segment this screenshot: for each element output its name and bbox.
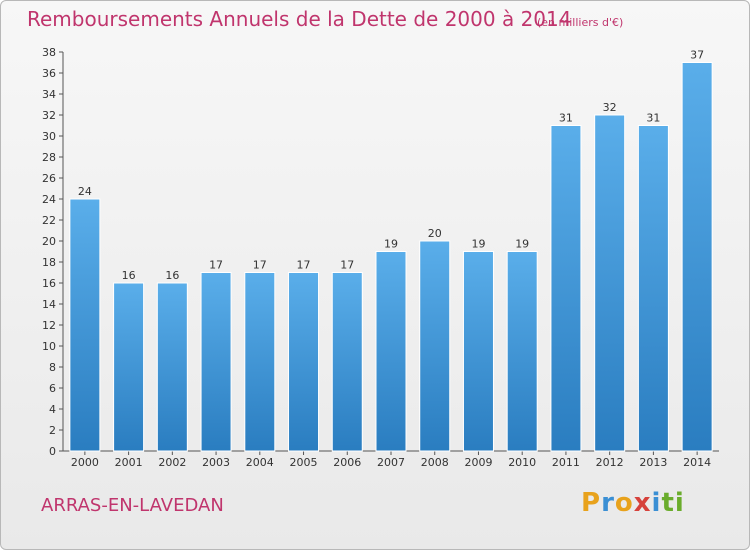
y-tick-label: 38 xyxy=(42,46,56,59)
bar xyxy=(681,62,713,452)
bar xyxy=(637,125,669,452)
bars-group: 24 16 16 17 17 17 17 19 20 19 19 31 32 31 37 xyxy=(69,49,713,452)
x-tick-label: 2004 xyxy=(246,456,274,469)
x-tick-label: 2013 xyxy=(639,456,667,469)
y-tick-label: 28 xyxy=(42,151,56,164)
bar-value-label: 16 xyxy=(122,269,136,282)
x-tick-label: 2006 xyxy=(333,456,361,469)
proxiti-logo[interactable]: Proxiti xyxy=(581,488,685,518)
bar-value-label: 17 xyxy=(209,259,223,272)
bar-value-label: 31 xyxy=(559,112,573,125)
x-tick-label: 2012 xyxy=(596,456,624,469)
y-tick-label: 6 xyxy=(49,382,56,395)
x-tick-label: 2000 xyxy=(71,456,99,469)
bar xyxy=(113,282,145,452)
bar-value-label: 16 xyxy=(165,269,179,282)
bar-value-label: 17 xyxy=(297,259,311,272)
y-tick-label: 0 xyxy=(49,445,56,458)
x-tick-label: 2009 xyxy=(464,456,492,469)
x-tick-label: 2003 xyxy=(202,456,230,469)
x-tick-label: 2005 xyxy=(290,456,318,469)
bar xyxy=(419,240,451,452)
bar-value-label: 17 xyxy=(253,259,267,272)
x-tick-label: 2002 xyxy=(158,456,186,469)
place-name: ARRAS-EN-LAVEDAN xyxy=(41,495,224,516)
bar xyxy=(200,272,232,452)
y-tick-label: 36 xyxy=(42,67,56,80)
y-tick-label: 16 xyxy=(42,277,56,290)
bar-value-label: 19 xyxy=(471,238,485,251)
bar xyxy=(375,251,407,452)
y-tick-label: 14 xyxy=(42,298,56,311)
bar xyxy=(462,251,494,452)
bar-value-label: 32 xyxy=(603,101,617,114)
bar xyxy=(506,251,538,452)
y-tick-label: 22 xyxy=(42,214,56,227)
chart-title: Remboursements Annuels de la Dette de 20… xyxy=(27,7,572,31)
bar-value-label: 31 xyxy=(646,112,660,125)
x-tick-label: 2008 xyxy=(421,456,449,469)
bar xyxy=(288,272,320,452)
y-tick-label: 8 xyxy=(49,361,56,374)
bar xyxy=(594,114,626,452)
bar xyxy=(69,198,101,452)
y-tick-label: 24 xyxy=(42,193,56,206)
y-tick-label: 12 xyxy=(42,319,56,332)
y-tick-label: 32 xyxy=(42,109,56,122)
y-tick-label: 30 xyxy=(42,130,56,143)
y-tick-label: 2 xyxy=(49,424,56,437)
y-tick-label: 26 xyxy=(42,172,56,185)
chart-subtitle: (en milliers d'€) xyxy=(537,16,624,29)
bar-value-label: 37 xyxy=(690,49,704,62)
bar-value-label: 24 xyxy=(78,185,92,198)
y-tick-label: 18 xyxy=(42,256,56,269)
x-tick-label: 2001 xyxy=(115,456,143,469)
bar xyxy=(244,272,276,452)
x-tick-label: 2010 xyxy=(508,456,536,469)
bar xyxy=(331,272,363,452)
x-tick-label: 2011 xyxy=(552,456,580,469)
bar-value-label: 19 xyxy=(384,238,398,251)
y-tick-label: 34 xyxy=(42,88,56,101)
y-tick-label: 10 xyxy=(42,340,56,353)
y-tick-label: 20 xyxy=(42,235,56,248)
bar xyxy=(156,282,188,452)
x-tick-label: 2007 xyxy=(377,456,405,469)
bar-value-label: 20 xyxy=(428,227,442,240)
bar-value-label: 19 xyxy=(515,238,529,251)
x-tick-label: 2014 xyxy=(683,456,711,469)
y-tick-label: 4 xyxy=(49,403,56,416)
bar-value-label: 17 xyxy=(340,259,354,272)
bar xyxy=(550,125,582,452)
